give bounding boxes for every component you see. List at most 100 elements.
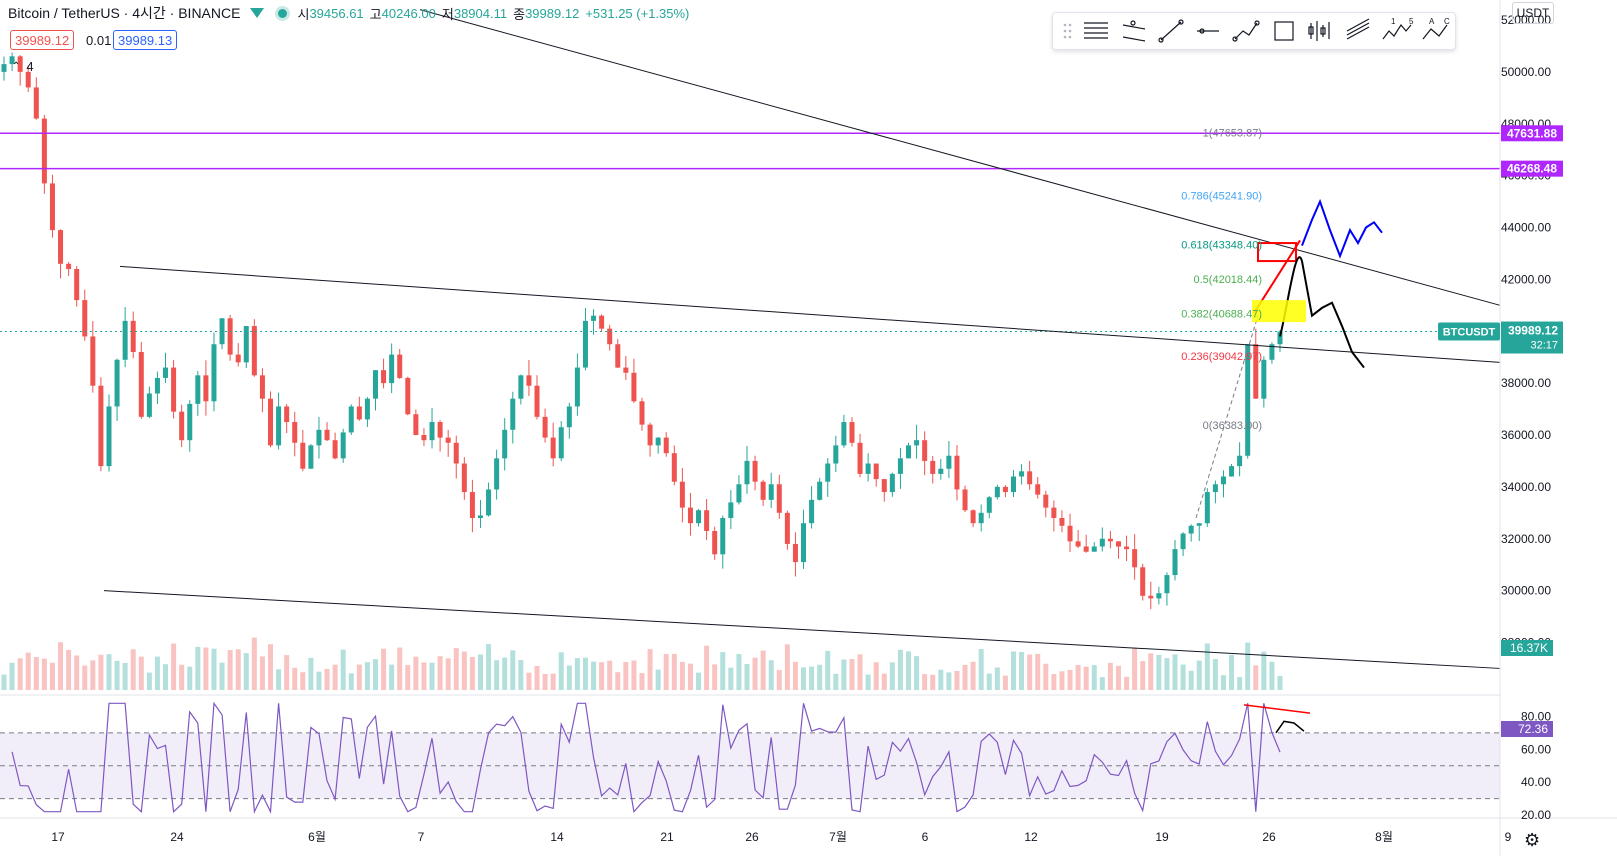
volume-bar — [655, 669, 661, 690]
volume-bar — [534, 665, 540, 690]
volume-bar — [784, 644, 790, 690]
candle-body — [510, 398, 516, 430]
candle-body — [849, 422, 855, 443]
rsi-tick-label: 20.00 — [1521, 808, 1551, 822]
volume-bar — [1269, 661, 1275, 690]
trend-line[interactable] — [419, 9, 1501, 306]
rsi-drawn-black-path[interactable] — [1275, 720, 1305, 734]
candle-body — [817, 481, 823, 500]
candle-body — [1196, 523, 1202, 526]
drag-handle-icon[interactable] — [1063, 23, 1072, 39]
volume-bar — [687, 663, 693, 690]
volume-bar — [510, 650, 516, 690]
volume-bar — [41, 658, 47, 690]
elliott-wave-icon[interactable] — [1382, 23, 1412, 40]
candle-body — [33, 87, 39, 119]
candle-body — [348, 406, 354, 433]
candle-body — [154, 377, 160, 394]
volume-bar — [809, 666, 815, 690]
volume-bar — [1019, 651, 1025, 690]
candle-body — [9, 56, 15, 65]
candle-body — [211, 344, 217, 402]
trend-line-icon[interactable] — [1158, 19, 1184, 43]
trend-line[interactable] — [119, 265, 1501, 363]
volume-bar — [163, 664, 169, 690]
volume-bar — [66, 649, 72, 690]
trend-line[interactable] — [103, 590, 1501, 669]
drawn-blue-path[interactable] — [1301, 198, 1383, 259]
volume-bar — [276, 669, 282, 690]
volume-bar — [340, 649, 346, 690]
price-tick-label: 38000.00 — [1501, 376, 1551, 390]
drawn-rectangle[interactable] — [1257, 242, 1297, 263]
volume-bar — [477, 654, 483, 690]
candle-body — [1067, 525, 1073, 542]
abcd-pattern-icon[interactable] — [1422, 24, 1448, 40]
candle-body — [146, 393, 152, 417]
candle-body — [74, 269, 80, 301]
candle-body — [276, 406, 282, 446]
rectangle-icon[interactable] — [1274, 21, 1294, 41]
volume-bar — [316, 671, 322, 690]
horizontal-line-icon[interactable] — [1197, 28, 1219, 34]
volume-bar — [187, 666, 193, 690]
candle-body — [49, 183, 55, 231]
sell-button[interactable]: 39989.12 — [10, 30, 75, 50]
parallel-channel-icon[interactable] — [1122, 20, 1146, 42]
candle-body — [873, 463, 879, 480]
symbol-title[interactable]: Bitcoin / TetherUS · 4시간 · BINANCE — [8, 5, 241, 21]
volume-bar — [599, 662, 605, 690]
candle-body — [1269, 344, 1275, 360]
volume-bar — [1010, 651, 1016, 690]
candle-body — [1, 64, 7, 72]
candles-pattern-icon[interactable] — [1308, 21, 1330, 41]
candle-body — [397, 354, 403, 378]
candle-body — [372, 370, 378, 399]
candle-body — [437, 422, 443, 438]
volume-bar — [219, 662, 225, 690]
volume-bar — [615, 672, 621, 690]
indicator-toggle[interactable]: ⌃ 4 — [12, 59, 34, 74]
rsi-drawn-red-line[interactable] — [1243, 704, 1311, 714]
volume-bar — [1188, 670, 1194, 690]
open-value: 39456.61 — [309, 5, 364, 21]
candle-body — [66, 263, 72, 269]
volume-bar — [114, 660, 120, 690]
pitchfork-icon[interactable] — [1346, 18, 1370, 40]
countdown-label: 32:17 — [1530, 340, 1558, 352]
candle-body — [324, 429, 330, 441]
candle-body — [421, 435, 427, 441]
candle-body — [897, 458, 903, 474]
volume-bar — [268, 644, 274, 690]
candle-body — [477, 515, 483, 518]
volume-bar — [106, 654, 112, 690]
volume-bar — [542, 674, 548, 690]
time-tick-label: 12 — [1024, 830, 1038, 844]
candle-body — [922, 440, 928, 461]
volume-bar — [372, 659, 378, 690]
candle-body — [801, 523, 807, 563]
candle-body — [1245, 344, 1251, 456]
buy-button[interactable]: 39989.13 — [113, 30, 178, 50]
volume-bar — [138, 656, 144, 690]
candle-body — [978, 512, 984, 524]
fib-level-label: 0(36383.00) — [1203, 420, 1262, 432]
fib-level-label: 0.236(39042.97) — [1181, 351, 1262, 363]
volume-bar — [486, 644, 492, 690]
candle-body — [389, 354, 395, 384]
flag-icon[interactable] — [250, 8, 265, 18]
time-tick-label: 6월 — [308, 830, 326, 844]
volume-bar — [760, 650, 766, 690]
volume-bar — [1, 674, 7, 690]
volume-bar — [74, 655, 80, 690]
volume-bar — [550, 673, 556, 690]
currency-button[interactable]: USDT — [1512, 2, 1554, 24]
time-axis[interactable]: 17 24 6월 7 14 21 26 7월 6 12 19 26 8월 9 — [51, 830, 1511, 844]
path-icon[interactable] — [1232, 20, 1260, 42]
settings-gear-icon[interactable]: ⚙ — [1524, 830, 1541, 850]
candle-body — [1237, 455, 1243, 467]
horizontal-ray-icon[interactable] — [1084, 22, 1108, 39]
volume-bar — [179, 664, 185, 690]
